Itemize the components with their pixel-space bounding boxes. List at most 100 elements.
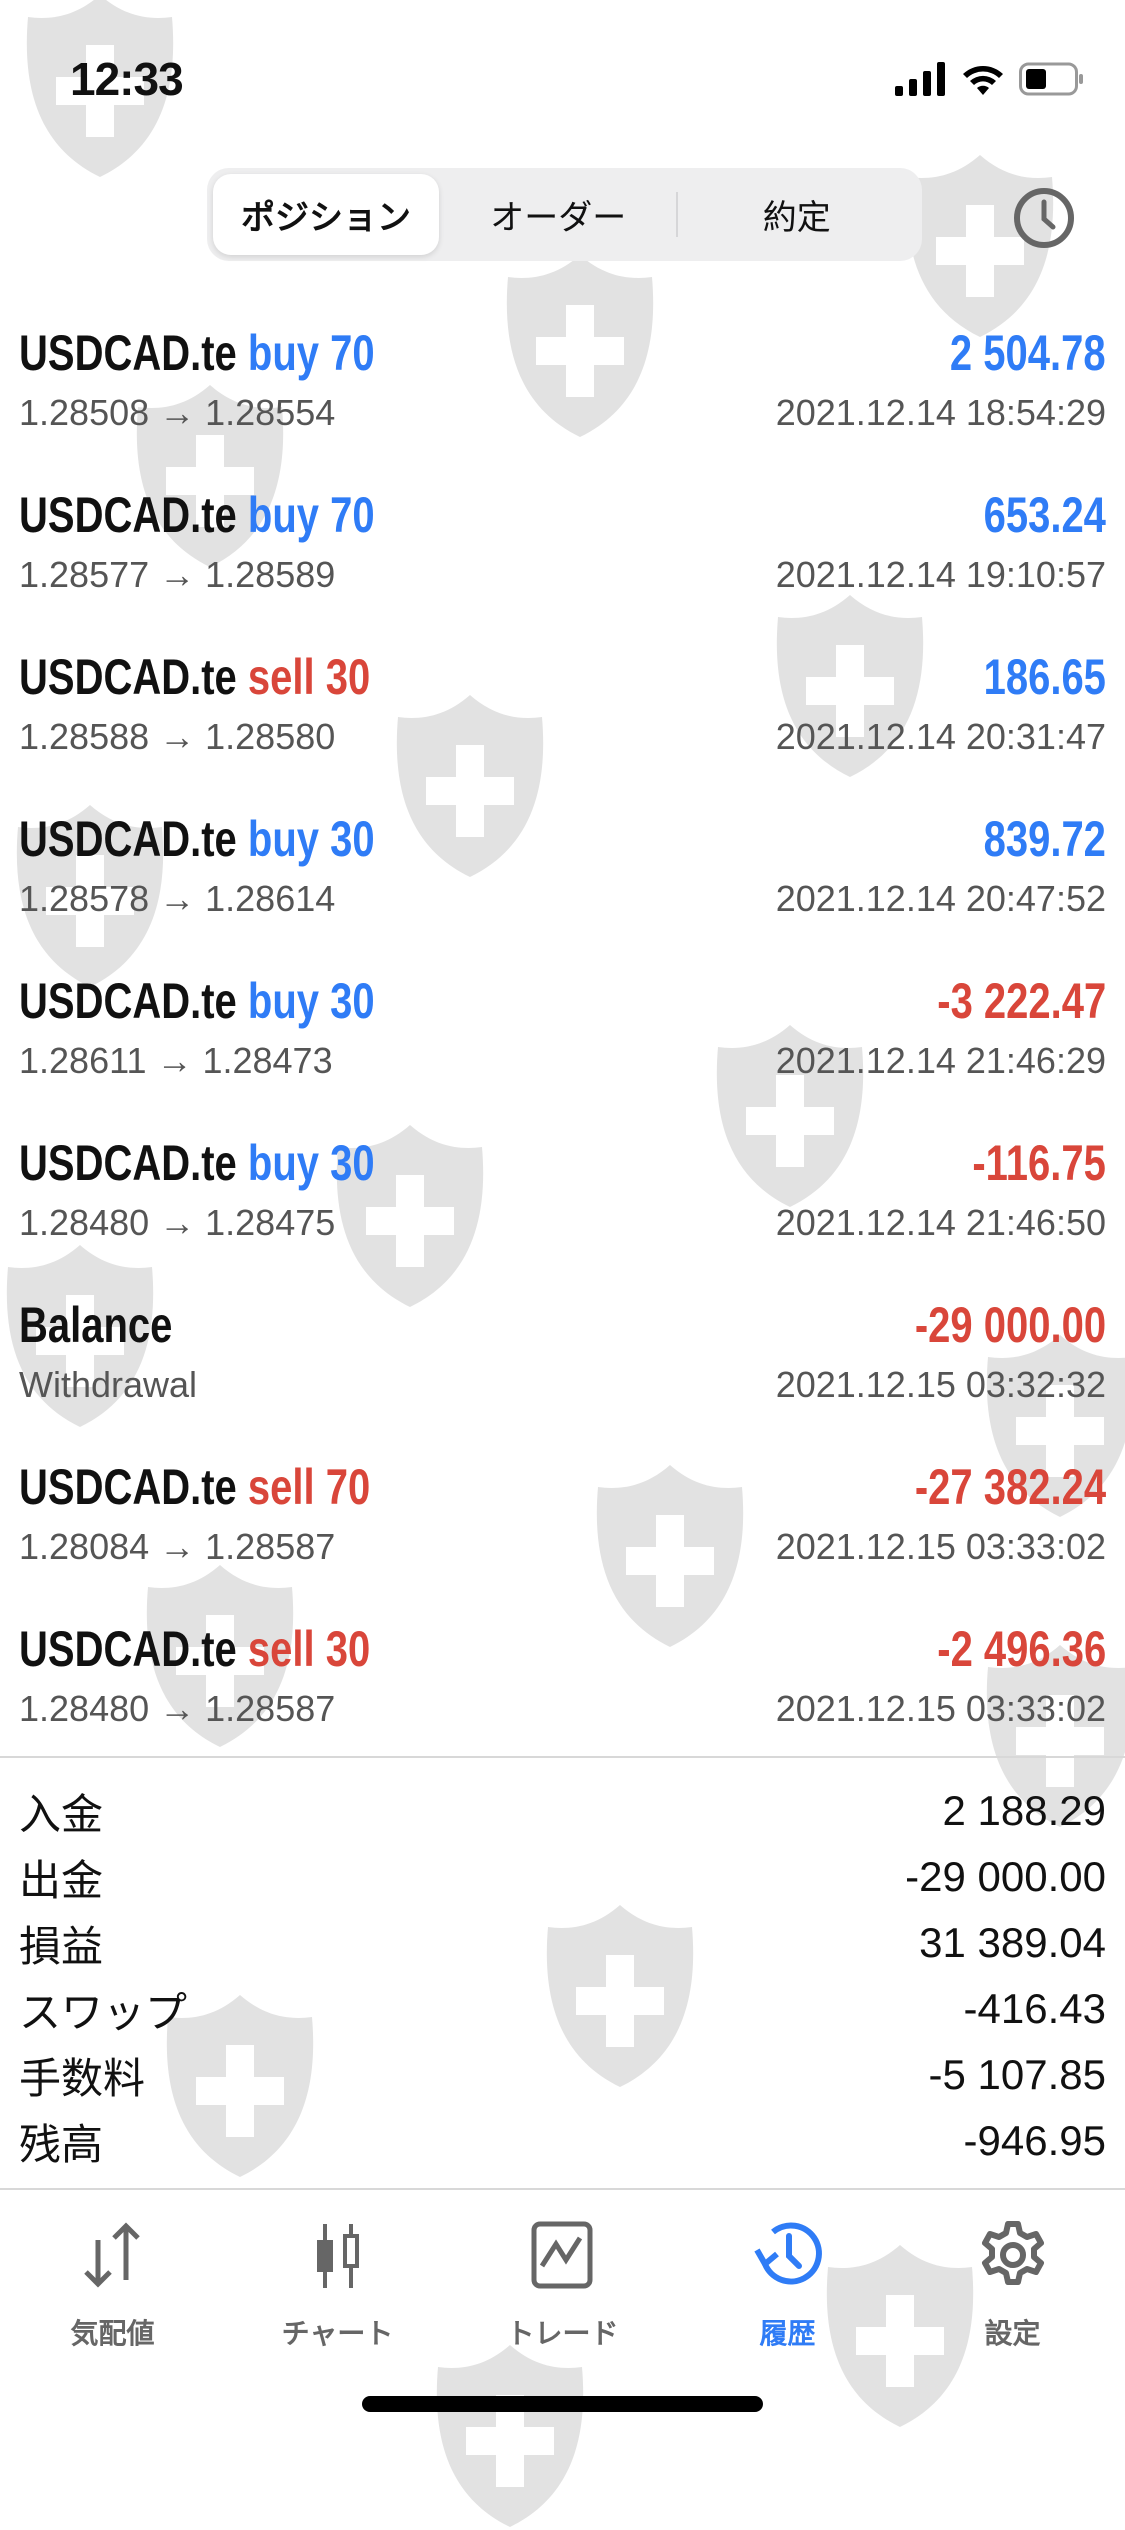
row-datetime: 2021.12.14 20:31:47 [775, 716, 1106, 757]
row-datetime: 2021.12.14 21:46:29 [775, 1040, 1106, 1081]
tab-deals[interactable]: 約定 [762, 199, 831, 237]
row-amount: -27 382.24 [914, 1459, 1106, 1515]
row-datetime: 2021.12.15 03:32:32 [775, 1364, 1106, 1405]
row-symbol: USDCAD.te [19, 811, 237, 867]
row-symbol: Balance [19, 1297, 173, 1353]
tabbar-divider [0, 2188, 1125, 2190]
row-symbol: USDCAD.te [19, 1459, 237, 1515]
summary-line: 入金 2 188.29 [0, 1778, 1125, 1844]
summary-line: 出金 -29 000.00 [0, 1844, 1125, 1910]
row-symbol: USDCAD.te [19, 649, 237, 705]
list-item[interactable]: USDCAD.te buy 70 2 504.78 1.28508 → 1.28… [0, 300, 1125, 462]
row-prices: 1.28577 → 1.28589 [19, 554, 336, 595]
row-datetime: 2021.12.14 18:54:29 [775, 392, 1106, 433]
row-datetime: 2021.12.14 19:10:57 [775, 554, 1106, 595]
list-item[interactable]: USDCAD.te sell 70 -27 382.24 1.28084 → 1… [0, 1434, 1125, 1596]
quotes-arrows-icon [83, 2222, 140, 2288]
row-amount: 2 504.78 [950, 325, 1106, 381]
wifi-icon [963, 66, 1003, 95]
status-time: 12:33 [70, 53, 184, 105]
row-datetime: 2021.12.15 03:33:02 [775, 1526, 1106, 1567]
tab-trade[interactable]: トレード [450, 2190, 675, 2352]
row-amount: 653.24 [983, 487, 1106, 543]
summary-label: 手数料 [19, 2054, 146, 2102]
row-title: Balance [19, 1296, 172, 1354]
summary-line: スワップ -416.43 [0, 1976, 1125, 2042]
tab-positions[interactable]: ポジション [213, 174, 439, 255]
history-list: USDCAD.te buy 70 2 504.78 1.28508 → 1.28… [0, 300, 1125, 1758]
list-item[interactable]: USDCAD.te buy 30 -3 222.47 1.28611 → 1.2… [0, 948, 1125, 1110]
row-side: buy 30 [247, 973, 375, 1029]
row-amount: -116.75 [972, 1135, 1106, 1191]
row-prices: 1.28611 → 1.28473 [19, 1040, 333, 1081]
row-symbol: USDCAD.te [19, 487, 237, 543]
home-indicator[interactable] [362, 2396, 763, 2412]
row-datetime: 2021.12.14 21:46:50 [775, 1202, 1106, 1243]
history-period-button[interactable] [1012, 186, 1076, 255]
tab-chart[interactable]: チャート [225, 2190, 450, 2352]
summary-label: 入金 [19, 1790, 104, 1838]
watermark-shield-icon [436, 2345, 584, 2527]
list-item[interactable]: USDCAD.te sell 30 -2 496.36 1.28480 → 1.… [0, 1596, 1125, 1758]
signal-icon [895, 62, 945, 96]
summary-label: 残高 [19, 2120, 104, 2168]
row-side: sell 30 [247, 1621, 371, 1677]
row-amount: -2 496.36 [936, 1621, 1106, 1677]
summary-label: スワップ [19, 1988, 188, 2036]
row-side: buy 70 [247, 487, 375, 543]
row-prices: 1.28480 → 1.28475 [19, 1202, 336, 1243]
row-amount: -29 000.00 [914, 1297, 1106, 1353]
tab-quotes[interactable]: 気配値 [0, 2190, 225, 2352]
list-item[interactable]: USDCAD.te buy 70 653.24 1.28577 → 1.2858… [0, 462, 1125, 624]
tab-orders[interactable]: オーダー [439, 174, 678, 255]
tab-bar: 気配値 チャート トレード 履歴 設定 [0, 2190, 1125, 2352]
row-title: USDCAD.te buy 30 [19, 1134, 375, 1192]
row-title: USDCAD.te sell 70 [19, 1458, 370, 1516]
row-symbol: USDCAD.te [19, 1621, 237, 1677]
row-title: USDCAD.te buy 70 [19, 486, 375, 544]
list-item[interactable]: USDCAD.te buy 30 839.72 1.28578 → 1.2861… [0, 786, 1125, 948]
summary-label: 損益 [19, 1922, 104, 1970]
row-symbol: USDCAD.te [19, 1135, 237, 1191]
row-prices: 1.28588 → 1.28580 [19, 716, 336, 757]
candlestick-chart-icon [316, 2224, 359, 2288]
summary-label: 出金 [19, 1856, 104, 1904]
row-datetime: 2021.12.14 20:47:52 [775, 878, 1106, 919]
row-prices: 1.28480 → 1.28587 [19, 1688, 336, 1729]
row-prices: 1.28578 → 1.28614 [19, 878, 336, 919]
summary-value: 31 389.04 [919, 1919, 1106, 1966]
row-prices: 1.28084 → 1.28587 [19, 1526, 336, 1567]
summary-value: -29 000.00 [905, 1853, 1106, 1900]
summary-line: 手数料 -5 107.85 [0, 2042, 1125, 2108]
battery-icon [1019, 62, 1083, 96]
summary-line: 損益 31 389.04 [0, 1910, 1125, 1976]
row-title: USDCAD.te buy 30 [19, 972, 375, 1030]
row-side: sell 70 [247, 1459, 371, 1515]
clock-icon [1014, 188, 1074, 248]
summary-value: 2 188.29 [942, 1787, 1107, 1834]
row-title: USDCAD.te buy 30 [19, 810, 375, 868]
row-title: USDCAD.te buy 70 [19, 324, 375, 382]
list-item[interactable]: Balance -29 000.00 Withdrawal 2021.12.15… [0, 1272, 1125, 1434]
list-item[interactable]: USDCAD.te buy 30 -116.75 1.28480 → 1.284… [0, 1110, 1125, 1272]
summary-line: 残高 -946.95 [0, 2108, 1125, 2174]
list-item[interactable]: USDCAD.te sell 30 186.65 1.28588 → 1.285… [0, 624, 1125, 786]
summary: 入金 2 188.29 出金 -29 000.00 損益 31 389.04 スワップ -41… [0, 1778, 1125, 2174]
row-side: buy 30 [247, 1135, 375, 1191]
row-prices: 1.28508 → 1.28554 [19, 392, 336, 433]
tab-settings[interactable]: 設定 [900, 2190, 1125, 2352]
segmented-control: ポジション オーダー 約定 [207, 168, 922, 261]
row-side: buy 30 [247, 811, 375, 867]
row-datetime: 2021.12.15 03:33:02 [775, 1688, 1106, 1729]
row-symbol: USDCAD.te [19, 325, 237, 381]
row-side: buy 70 [247, 325, 375, 381]
row-amount: -3 222.47 [936, 973, 1106, 1029]
history-clock-icon [753, 2222, 822, 2285]
summary-value: -5 107.85 [928, 2051, 1106, 2098]
status-bar: 12:33 [0, 0, 1125, 140]
tab-history[interactable]: 履歴 [675, 2190, 900, 2352]
gear-icon [981, 2221, 1044, 2285]
summary-value: -946.95 [963, 2117, 1106, 2164]
row-amount: 186.65 [983, 649, 1106, 705]
summary-value: -416.43 [963, 1985, 1106, 2032]
